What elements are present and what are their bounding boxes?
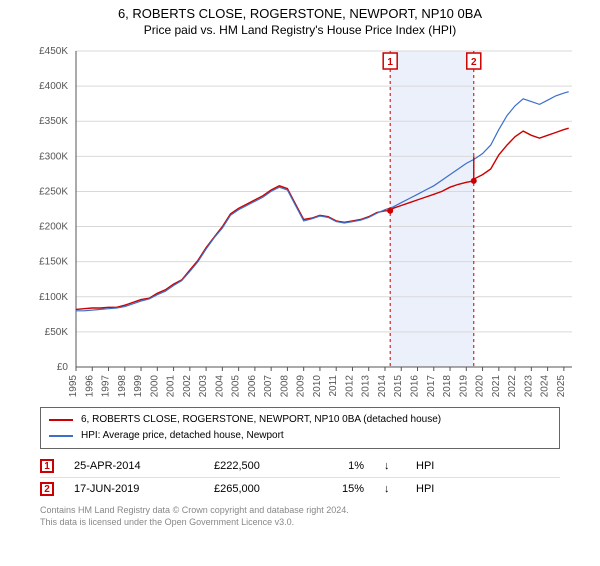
sale-hpi-label: HPI xyxy=(416,483,446,495)
sale-date: 17-JUN-2019 xyxy=(74,483,194,495)
svg-text:2016: 2016 xyxy=(410,375,421,398)
svg-text:2004: 2004 xyxy=(214,375,225,398)
svg-text:2015: 2015 xyxy=(393,375,404,398)
legend-label: HPI: Average price, detached house, Newp… xyxy=(81,428,284,444)
svg-text:1998: 1998 xyxy=(117,375,128,398)
svg-text:2006: 2006 xyxy=(247,375,258,398)
down-arrow-icon: ↓ xyxy=(384,460,396,472)
svg-text:1997: 1997 xyxy=(101,375,112,398)
svg-text:2019: 2019 xyxy=(458,375,469,398)
sale-date: 25-APR-2014 xyxy=(74,460,194,472)
svg-text:1: 1 xyxy=(387,57,393,68)
svg-text:2002: 2002 xyxy=(182,375,193,398)
legend-item: HPI: Average price, detached house, Newp… xyxy=(49,428,551,444)
sale-marker-icon: 1 xyxy=(40,459,54,473)
svg-text:£400K: £400K xyxy=(39,81,68,92)
svg-text:2007: 2007 xyxy=(263,375,274,398)
sale-row: 1 25-APR-2014 £222,500 1% ↓ HPI xyxy=(40,455,560,478)
svg-text:2011: 2011 xyxy=(328,375,339,397)
svg-text:£450K: £450K xyxy=(39,46,68,57)
svg-text:£150K: £150K xyxy=(39,257,68,268)
svg-text:£250K: £250K xyxy=(39,186,68,197)
svg-text:2005: 2005 xyxy=(231,375,242,398)
svg-text:2009: 2009 xyxy=(296,375,307,398)
svg-text:2023: 2023 xyxy=(523,375,534,398)
svg-text:2021: 2021 xyxy=(491,375,502,398)
svg-text:2003: 2003 xyxy=(198,375,209,398)
svg-text:2025: 2025 xyxy=(556,375,567,398)
price-chart: £0 £50K £100K £150K £200K £250K £300K £350K £400… xyxy=(20,45,580,405)
sale-price: £265,000 xyxy=(214,483,304,495)
svg-text:1999: 1999 xyxy=(133,375,144,398)
svg-text:2014: 2014 xyxy=(377,375,388,398)
attribution-footer: Contains HM Land Registry data © Crown c… xyxy=(40,504,560,528)
svg-text:2: 2 xyxy=(471,57,477,68)
svg-text:£0: £0 xyxy=(57,362,69,373)
sale-pct: 15% xyxy=(324,483,364,495)
legend: 6, ROBERTS CLOSE, ROGERSTONE, NEWPORT, N… xyxy=(40,407,560,449)
svg-text:2010: 2010 xyxy=(312,375,323,398)
svg-text:2012: 2012 xyxy=(344,375,355,398)
svg-text:2008: 2008 xyxy=(279,375,290,398)
legend-swatch xyxy=(49,435,73,437)
svg-text:£100K: £100K xyxy=(39,292,68,303)
legend-swatch xyxy=(49,419,73,421)
legend-item: 6, ROBERTS CLOSE, ROGERSTONE, NEWPORT, N… xyxy=(49,412,551,428)
svg-text:2018: 2018 xyxy=(442,375,453,398)
sales-table: 1 25-APR-2014 £222,500 1% ↓ HPI 2 17-JUN-2019 £2… xyxy=(40,455,560,500)
sale-row: 2 17-JUN-2019 £265,000 15% ↓ HPI xyxy=(40,478,560,500)
svg-text:1996: 1996 xyxy=(84,375,95,398)
svg-text:2024: 2024 xyxy=(540,375,551,398)
page-title: 6, ROBERTS CLOSE, ROGERSTONE, NEWPORT, N… xyxy=(0,6,600,21)
svg-text:£200K: £200K xyxy=(39,222,68,233)
svg-text:£50K: £50K xyxy=(45,327,69,338)
svg-text:1995: 1995 xyxy=(68,375,79,398)
sale-marker-icon: 2 xyxy=(40,482,54,496)
footer-line: Contains HM Land Registry data © Crown c… xyxy=(40,504,560,516)
svg-text:2022: 2022 xyxy=(507,375,518,398)
svg-text:2013: 2013 xyxy=(361,375,372,398)
svg-text:£300K: £300K xyxy=(39,151,68,162)
down-arrow-icon: ↓ xyxy=(384,483,396,495)
sale-hpi-label: HPI xyxy=(416,460,446,472)
svg-text:2020: 2020 xyxy=(475,375,486,398)
footer-line: This data is licensed under the Open Gov… xyxy=(40,516,560,528)
sale-pct: 1% xyxy=(324,460,364,472)
page-subtitle: Price paid vs. HM Land Registry's House … xyxy=(0,23,600,37)
svg-text:2001: 2001 xyxy=(166,375,177,398)
svg-text:2017: 2017 xyxy=(426,375,437,398)
legend-label: 6, ROBERTS CLOSE, ROGERSTONE, NEWPORT, N… xyxy=(81,412,441,428)
chart-container: £0 £50K £100K £150K £200K £250K £300K £350K £400… xyxy=(20,45,580,405)
svg-text:2000: 2000 xyxy=(149,375,160,398)
svg-text:£350K: £350K xyxy=(39,116,68,127)
sale-price: £222,500 xyxy=(214,460,304,472)
